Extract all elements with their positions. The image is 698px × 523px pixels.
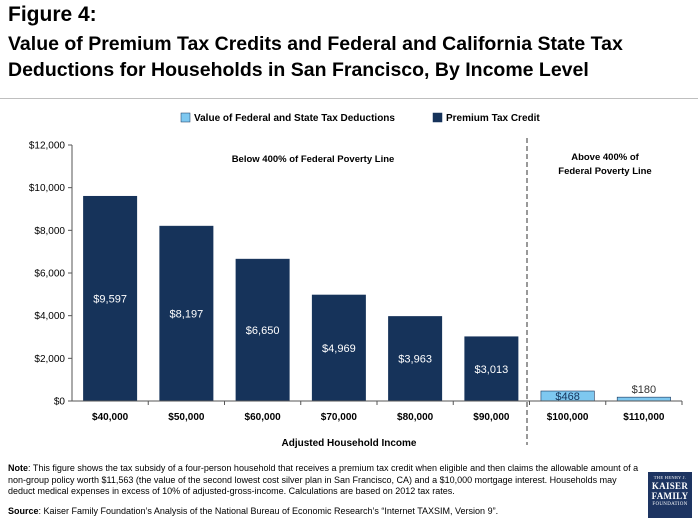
kff-logo: THE HENRY J. KAISER FAMILY FOUNDATION xyxy=(648,472,692,518)
x-tick-label: $110,000 xyxy=(623,412,665,423)
figure-label: Figure 4: xyxy=(8,3,97,26)
annotation-above-fpl-line2: Federal Poverty Line xyxy=(558,166,651,177)
legend-swatch-1 xyxy=(432,112,443,123)
bar-premium-credit xyxy=(159,225,214,402)
bar-value-label: $9,597 xyxy=(93,294,127,306)
title-divider xyxy=(0,98,698,99)
x-tick-label: $80,000 xyxy=(397,412,434,423)
bars-group: $9,597 $8,197 $6,650 $4,969 $3,963 $3,013 $468… xyxy=(83,195,671,403)
legend-swatch-0 xyxy=(180,112,191,123)
note-label: Note xyxy=(8,463,28,473)
annotation-below-fpl: Below 400% of Federal Poverty Line xyxy=(232,154,395,165)
bar-premium-credit xyxy=(83,195,138,402)
x-tick-label: $100,000 xyxy=(547,412,589,423)
bar-premium-credit xyxy=(311,294,366,402)
bar-value-label: $468 xyxy=(555,391,579,403)
bar-value-label: $4,969 xyxy=(322,343,356,355)
bar-premium-credit xyxy=(388,316,443,402)
source-text: : Kaiser Family Foundation’s Analysis of… xyxy=(38,506,499,516)
bar-value-label: $3,013 xyxy=(475,364,509,376)
bar-value-label: $3,963 xyxy=(398,354,432,366)
x-axis: $40,000 $50,000 $60,000 $70,000 $80,000 $90,0… xyxy=(72,400,683,423)
y-tick-label: $8,000 xyxy=(34,226,65,237)
x-tick-label: $40,000 xyxy=(92,412,129,423)
x-tick-label: $50,000 xyxy=(168,412,205,423)
note-text: : This figure shows the tax subsidy of a… xyxy=(8,463,639,496)
y-tick-label: $4,000 xyxy=(34,311,65,322)
bar-premium-credit xyxy=(464,336,519,402)
y-tick-label: $6,000 xyxy=(34,269,65,280)
y-tick-label: $2,000 xyxy=(34,354,65,365)
bar-chart: Value of Federal and State Tax Deduction… xyxy=(29,112,683,449)
y-tick-label: $0 xyxy=(54,397,66,408)
annotation-above-fpl-line1: Above 400% of xyxy=(571,152,639,163)
legend-label-0: Value of Federal and State Tax Deduction… xyxy=(194,113,395,124)
bar-value-label: $6,650 xyxy=(246,325,280,337)
chart-title: Value of Premium Tax Credits and Federal… xyxy=(8,33,623,81)
x-tick-label: $70,000 xyxy=(321,412,358,423)
x-tick-label: $60,000 xyxy=(245,412,282,423)
x-tick-label: $90,000 xyxy=(473,412,510,423)
y-tick-label: $10,000 xyxy=(29,183,66,194)
legend-label-1: Premium Tax Credit xyxy=(446,113,540,124)
x-axis-title: Adjusted Household Income xyxy=(281,438,416,449)
source: Source: Kaiser Family Foundation’s Analy… xyxy=(8,506,643,517)
source-label: Source xyxy=(8,506,39,516)
chart-legend: Value of Federal and State Tax Deduction… xyxy=(180,112,540,124)
bar-value-label: $8,197 xyxy=(170,309,204,321)
bar-deduction xyxy=(616,396,671,402)
note: Note: This figure shows the tax subsidy … xyxy=(8,463,643,498)
bar-value-label: $180 xyxy=(632,384,656,396)
y-axis: $0 $2,000 $4,000 $6,000 $8,000 $10,000 $12,000 xyxy=(29,141,73,408)
bar-premium-credit xyxy=(235,258,290,402)
y-tick-label: $12,000 xyxy=(29,141,66,152)
